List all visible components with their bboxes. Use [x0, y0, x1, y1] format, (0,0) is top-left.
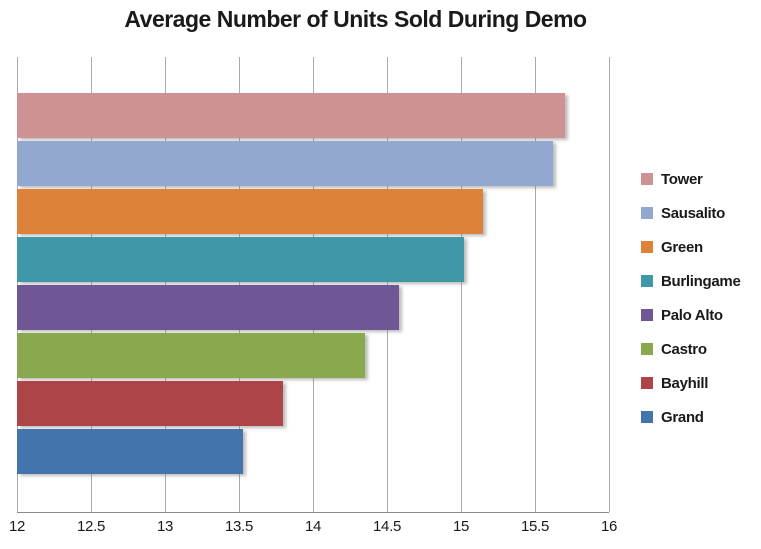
x-axis: 12 12.5 13 13.5 14 14.5 15 15.5 16: [0, 518, 761, 540]
legend-label: Tower: [661, 170, 703, 188]
legend-label: Sausalito: [661, 204, 725, 222]
legend-swatch-icon: [641, 411, 653, 423]
gridline: [460, 57, 462, 512]
x-axis-tick-label: 12.5: [77, 518, 105, 535]
x-axis-tick-label: 12: [8, 518, 26, 535]
bar-series: [17, 93, 609, 477]
bar-sausalito[interactable]: [17, 141, 553, 186]
legend-label: Grand: [661, 408, 704, 426]
legend-label: Burlingame: [661, 272, 741, 290]
plot-area: [16, 57, 610, 513]
bar-green[interactable]: [17, 189, 484, 234]
legend-label: Palo Alto: [661, 306, 723, 324]
legend-label: Castro: [661, 340, 707, 358]
legend-swatch-icon: [641, 241, 653, 253]
legend-swatch-icon: [641, 377, 653, 389]
legend-item-green[interactable]: Green: [641, 230, 761, 264]
legend-swatch-icon: [641, 173, 653, 185]
gridline: [16, 57, 18, 512]
x-axis-tick-label: 15.5: [521, 518, 549, 535]
x-axis-tick-label: 14.5: [373, 518, 401, 535]
x-axis-tick-label: 14: [304, 518, 322, 535]
bar-burlingame[interactable]: [17, 237, 464, 282]
gridline: [608, 57, 610, 512]
legend-item-grand[interactable]: Grand: [641, 400, 761, 434]
gridline: [534, 57, 536, 512]
legend-item-bayhill[interactable]: Bayhill: [641, 366, 761, 400]
bar-grand[interactable]: [17, 429, 244, 474]
legend-swatch-icon: [641, 343, 653, 355]
legend: Tower Sausalito Green Burlingame Palo Alto Ca…: [641, 162, 761, 434]
legend-item-sausalito[interactable]: Sausalito: [641, 196, 761, 230]
chart-title: Average Number of Units Sold During Demo: [124, 6, 587, 32]
bar-palo-alto[interactable]: [17, 285, 399, 330]
x-axis-tick-label: 15: [452, 518, 470, 535]
legend-swatch-icon: [641, 309, 653, 321]
legend-item-castro[interactable]: Castro: [641, 332, 761, 366]
legend-item-tower[interactable]: Tower: [641, 162, 761, 196]
legend-swatch-icon: [641, 207, 653, 219]
legend-item-burlingame[interactable]: Burlingame: [641, 264, 761, 298]
legend-label: Green: [661, 238, 703, 256]
gridline: [164, 57, 166, 512]
bar-castro[interactable]: [17, 333, 365, 378]
gridline: [90, 57, 92, 512]
x-axis-tick-label: 13: [156, 518, 174, 535]
x-axis-tick-label: 16: [600, 518, 618, 535]
bar-bayhill[interactable]: [17, 381, 284, 426]
gridline: [312, 57, 314, 512]
gridline: [386, 57, 388, 512]
legend-item-palo-alto[interactable]: Palo Alto: [641, 298, 761, 332]
gridline: [238, 57, 240, 512]
legend-label: Bayhill: [661, 374, 709, 392]
x-axis-tick-label: 13.5: [225, 518, 253, 535]
bar-tower[interactable]: [17, 93, 565, 138]
legend-swatch-icon: [641, 275, 653, 287]
